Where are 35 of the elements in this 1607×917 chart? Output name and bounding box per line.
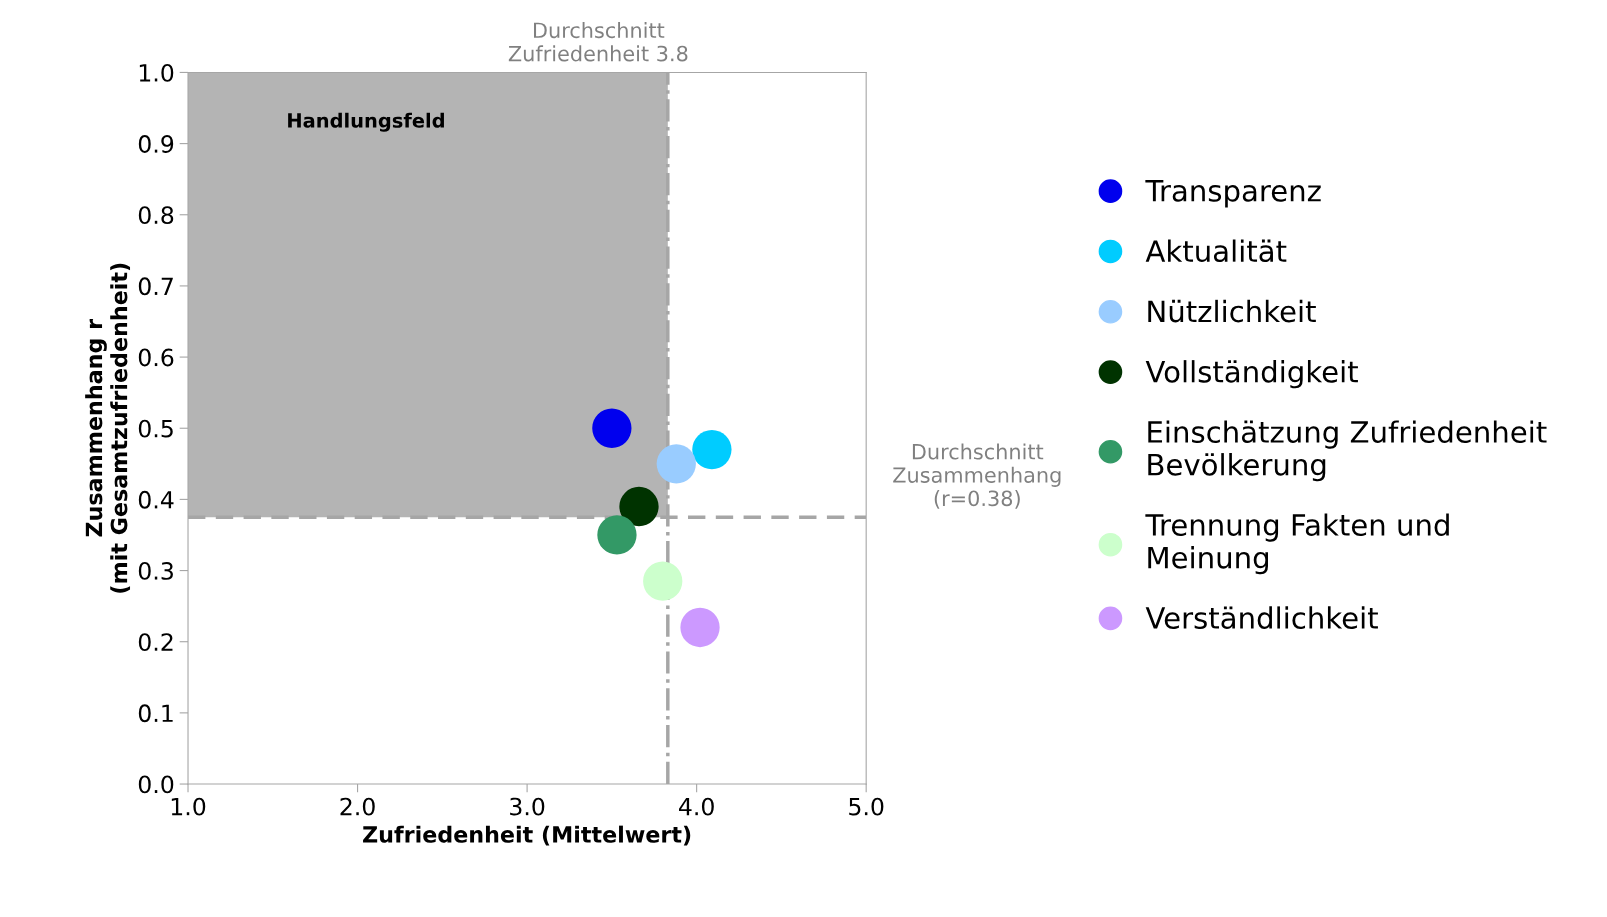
- annotation: Handlungsfeld: [288, 112, 444, 132]
- y-tick-label: 0.5: [138, 419, 173, 438]
- x-tick-label: 1.0: [171, 797, 206, 816]
- legend-label: Einschätzung Zufriedenheit Bevölkerung: [1148, 420, 1547, 482]
- y-tick-label: 1.0: [139, 63, 174, 82]
- x-tick-label: 5.0: [849, 797, 884, 816]
- point: [656, 444, 696, 484]
- legend-label: Trennung Fakten und Meinung: [1145, 513, 1449, 575]
- y-tick-label: 0.7: [138, 277, 173, 296]
- y-tick-label: 0.0: [138, 775, 174, 794]
- x-tick-label: 3.0: [510, 797, 545, 816]
- y-tick-label: 0.9: [138, 135, 174, 153]
- point: [597, 515, 637, 555]
- y-tick-label: 0.2: [138, 633, 173, 652]
- point: [592, 408, 632, 448]
- legend-label: Transparenz: [1145, 180, 1321, 208]
- legend-label: Verständlichkeit: [1145, 606, 1378, 629]
- y-axis-title: Zusammenhang r (mit Gesamtzufriedenheit): [85, 263, 131, 593]
- legend-label: Vollständigkeit: [1145, 360, 1358, 389]
- y-tick-label: 0.4: [138, 490, 174, 509]
- y-tick-label: 0.3: [138, 562, 173, 580]
- legend-label: Nützlichkeit: [1148, 299, 1316, 323]
- point: [619, 486, 659, 527]
- ref-line-label: Durchschnitt Zufriedenheit 3.8: [508, 22, 688, 62]
- x-tick-label: 4.0: [679, 797, 714, 816]
- y-tick-label: 0.6: [138, 348, 174, 367]
- point: [680, 607, 720, 648]
- point: [692, 429, 732, 470]
- legend-label: Aktualität: [1145, 239, 1287, 263]
- point: [643, 561, 683, 601]
- x-axis-title: Zufriedenheit (Mittelwert): [363, 825, 691, 846]
- x-tick-label: 2.0: [340, 797, 375, 816]
- y-tick-label: 0.1: [138, 704, 173, 723]
- y-tick-label: 0.8: [138, 206, 174, 225]
- ref-line-label: Durchschnitt Zusammenhang (r=0.38): [893, 443, 1061, 509]
